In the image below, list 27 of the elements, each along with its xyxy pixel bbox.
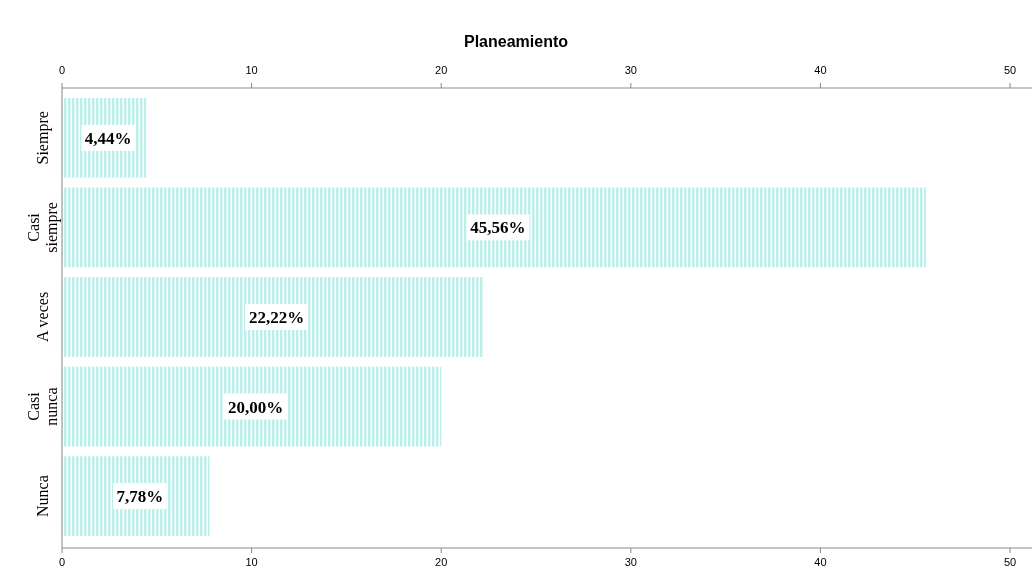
- x-tick-label: 40: [814, 556, 827, 568]
- bar: [62, 187, 926, 268]
- bar: [62, 366, 442, 447]
- x-tick-label: 10: [245, 556, 258, 568]
- x2-tick-label: 10: [245, 64, 258, 76]
- x-tick-label: 30: [624, 556, 637, 568]
- x2-tick-label: 0: [58, 64, 66, 76]
- data-label: 4,44%: [84, 128, 132, 148]
- y-tick-label: Casi siempre: [25, 202, 61, 253]
- x2-tick-label: 40: [814, 64, 827, 76]
- y-tick-label: Nunca: [34, 475, 51, 518]
- y-tick-label: Casi nunca: [25, 387, 60, 426]
- x2-tick-label: 50: [1003, 64, 1017, 76]
- data-label: 22,22%: [249, 308, 305, 327]
- data-label: 7,78%: [116, 487, 164, 507]
- data-label: 20,00%: [227, 397, 284, 417]
- x2-tick-label: 20: [435, 64, 448, 76]
- y-tick-label: A veces: [34, 291, 51, 343]
- y-tick-label: Siempre: [34, 111, 52, 165]
- data-label: 45,56%: [470, 218, 526, 238]
- x-tick-label: 0: [58, 556, 66, 568]
- x-tick-label: 20: [435, 556, 448, 568]
- bar: [62, 277, 484, 357]
- chart-title: Planeamiento: [463, 33, 569, 50]
- bar: [62, 456, 210, 536]
- x-tick-label: 50: [1003, 556, 1017, 568]
- x2-tick-label: 30: [624, 64, 637, 76]
